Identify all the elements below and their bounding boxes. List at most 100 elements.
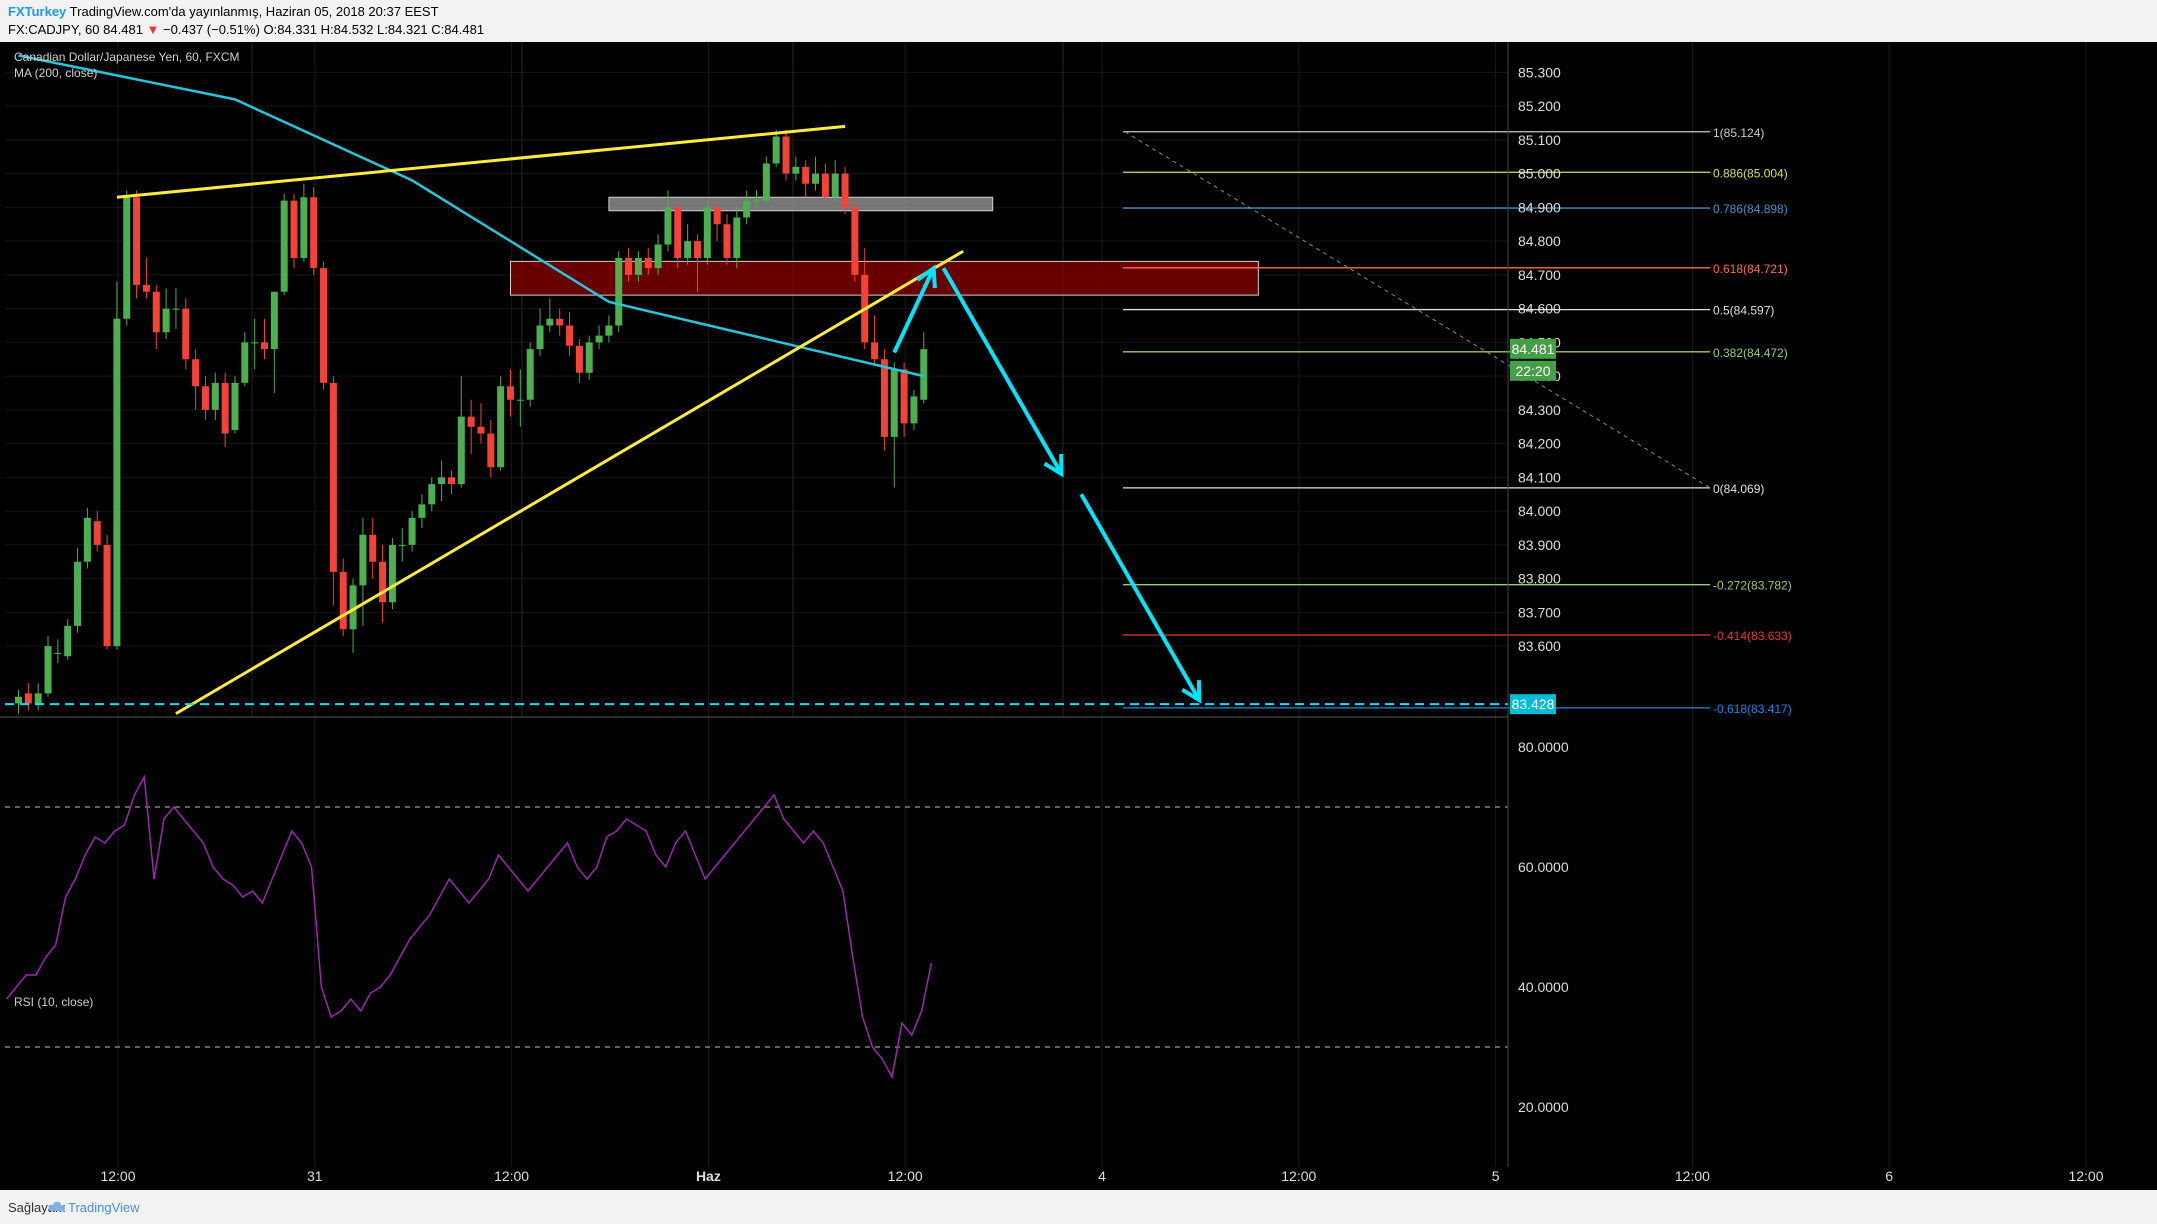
price-badge-text: 84.481 [1512,341,1555,357]
candle-body [93,521,101,545]
y-tick-label: 84.600 [1518,301,1561,317]
candle-body [792,166,800,174]
candle-body [674,207,682,258]
candle-body [772,136,780,164]
arrow-head [1043,453,1064,478]
candle-body [871,342,879,360]
candle-body [910,396,918,424]
candle-body [477,426,485,434]
candle-body [103,544,111,647]
quote-line: FX:CADJPY, 60 84.481 ▼ −0.437 (−0.51%) O… [8,22,484,37]
candle-body [585,342,593,373]
candle-body [34,693,42,704]
candle-body [221,382,229,434]
candle-body [743,200,751,218]
candle-body [516,399,524,401]
rsi-tick-label: 60.0000 [1518,859,1569,875]
grid [5,42,2087,1167]
y-tick-label: 85.200 [1518,98,1561,114]
down-arrow-icon: ▼ [146,22,160,37]
candle-body [900,369,908,424]
arrow-head [916,264,937,289]
footer: Sağlayan: TradingView [0,1190,2157,1224]
close-value: C:84.481 [431,22,485,37]
x-tick-label: 12:00 [100,1168,135,1184]
candle-body [83,517,91,562]
tradingview-cloud-icon [48,1201,65,1211]
y-tick-label: 84.700 [1518,267,1561,283]
candle-body [546,318,554,326]
author-link[interactable]: FXTurkey [8,4,67,19]
candle-body [733,217,741,258]
candle-body [54,652,62,654]
candles [15,129,928,714]
x-tick-label: 31 [307,1168,323,1184]
published-text: TradingView.com'da yayınlanmış, Haziran … [69,4,439,19]
candle-body [526,349,534,400]
rsi-legend: RSI (10, close) [14,995,93,1009]
level-badge-bg [1510,694,1556,715]
candle-body [74,561,82,626]
candle-body [566,325,574,346]
fib-label: 0.382(84.472) [1713,346,1788,360]
y-tick-label: 85.100 [1518,132,1561,148]
candle-body [398,544,406,546]
candle-body [15,696,22,704]
candle-body [507,386,514,400]
candle-body [851,207,859,275]
candle-body [497,386,505,468]
candle-body [182,308,190,360]
candle-body [280,200,288,292]
y-tick-label: 84.200 [1518,436,1561,452]
candle-body [192,359,200,387]
candle-body [270,291,278,350]
candle-body [457,416,465,485]
candle-body [201,386,209,410]
candle-body [329,382,337,572]
candle-body [44,646,52,694]
y-tick-label: 84.300 [1518,402,1561,418]
fib-label: 1(85.124) [1713,126,1764,140]
fib-label: -0.414(83.633) [1713,629,1792,643]
price-chart[interactable]: 1(85.124) 0.886(85.004) 0.786(84.898) 0.618… [0,42,2157,1190]
candle-body [251,342,259,344]
candle-body [123,197,131,319]
publish-info: FXTurkey TradingView.com'da yayınlanmış,… [8,4,439,19]
candle-body [684,241,692,258]
candle-body [556,318,564,326]
rsi-panel [0,716,1508,1080]
y-tick-label: 83.600 [1518,638,1561,654]
fib-label: 0.786(84.898) [1713,202,1788,216]
candle-body [762,163,770,201]
candle-body [782,136,790,174]
candle-body [359,534,367,586]
x-tick-label: 12:00 [888,1168,923,1184]
y-tick-label: 85.000 [1518,166,1561,182]
candle-body [575,345,583,373]
candle-body [841,173,849,208]
x-tick-label: 12:00 [494,1168,529,1184]
high-value: H:84.532 [320,22,374,37]
trend-line [175,249,964,715]
rsi-tick-label: 40.0000 [1518,979,1569,995]
candle-body [290,200,298,258]
rsi-line [5,774,933,1080]
low-value: L:84.321 [377,22,428,37]
fib-label: 0.886(85.004) [1713,166,1788,180]
axes: 85.300 85.200 85.100 85.000 84.900 84.800 84.7… [100,42,2104,1184]
tradingview-link[interactable]: TradingView [68,1200,140,1215]
candle-body [310,197,318,269]
chart-title: Canadian Dollar/Japanese Yen, 60, FXCM [14,50,239,64]
y-tick-label: 83.900 [1518,537,1561,553]
time-badge-bg [1510,360,1556,381]
candle-body [379,561,387,603]
ma-legend: MA (200, close) [14,66,97,80]
candle-body [241,342,249,383]
time-badge-text: 22:20 [1515,363,1550,379]
open-value: O:84.331 [263,22,318,37]
x-tick-label: 12:00 [2068,1168,2103,1184]
x-tick-label: 4 [1098,1168,1106,1184]
candle-body [231,382,239,431]
candle-body [142,285,150,292]
candle-body [664,207,672,245]
